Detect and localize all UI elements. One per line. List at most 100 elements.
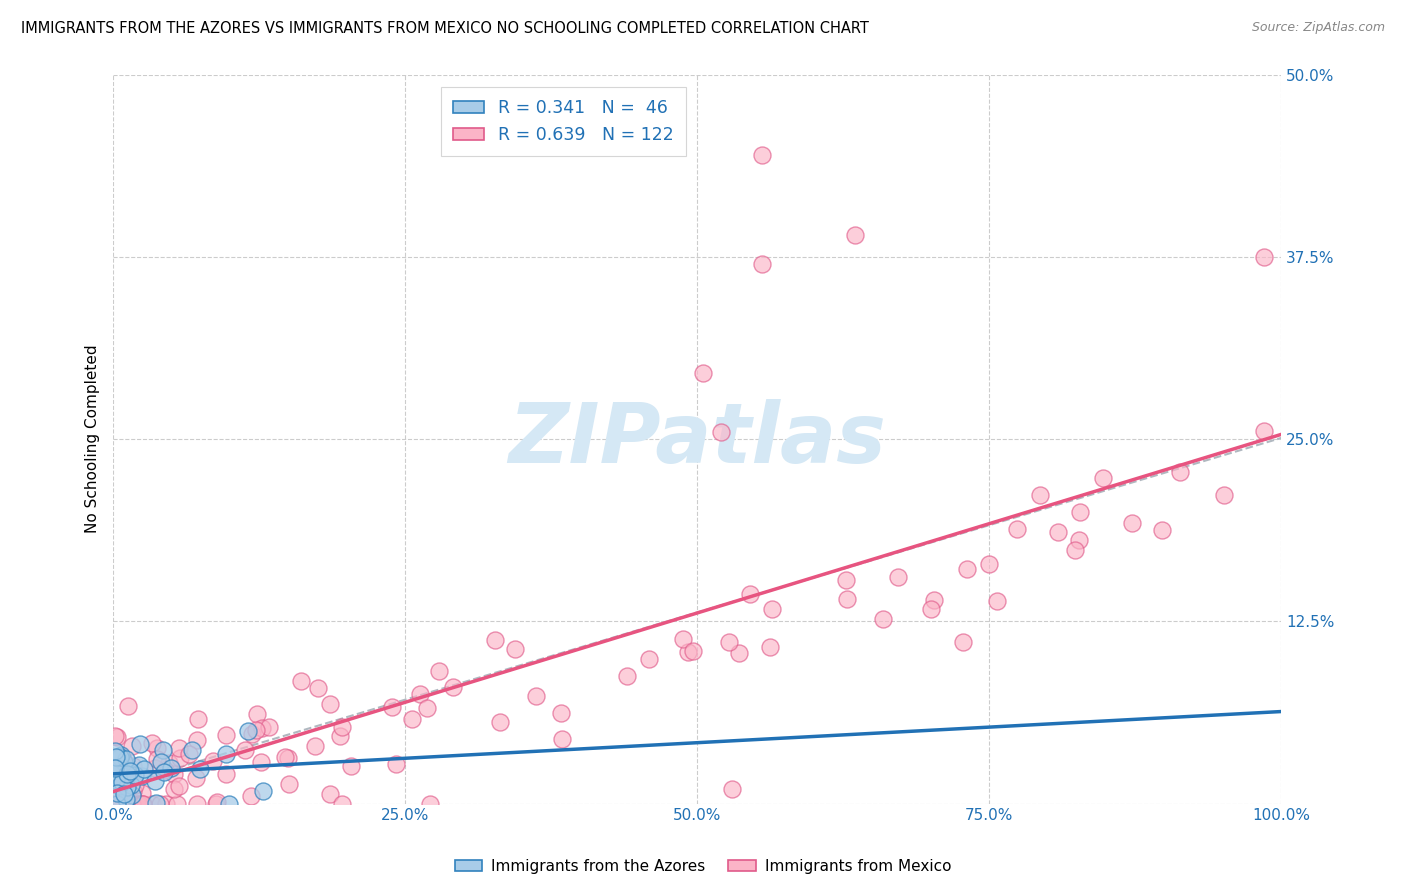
Point [167,779,190,793]
Point [245,723,267,737]
Point [956,562,979,576]
Point [121,739,143,753]
Point [259,720,281,734]
Point [105,786,128,800]
Point [1007,522,1029,536]
Point [503,641,526,656]
Point [239,789,262,803]
Text: Source: ZipAtlas.com: Source: ZipAtlas.com [1251,21,1385,34]
Point [149,797,172,811]
Point [920,602,942,616]
Point [236,723,259,738]
Point [1069,533,1091,548]
Point [979,557,1001,571]
Point [682,644,704,658]
Point [107,730,129,744]
Point [104,761,127,775]
Point [121,789,143,803]
Point [131,797,153,811]
Point [1092,471,1115,485]
Point [166,797,188,811]
Legend: R = 0.341   N =  46, R = 0.639   N = 122: R = 0.341 N = 46, R = 0.639 N = 122 [440,87,686,156]
Point [751,147,773,161]
Point [727,646,749,660]
Point [986,594,1008,608]
Point [330,720,353,734]
Point [149,756,172,770]
Point [872,612,894,626]
Point [132,762,155,776]
Point [145,797,167,811]
Point [187,713,209,727]
Point [122,797,145,811]
Point [215,728,238,742]
Point [117,797,139,811]
Point [153,763,176,777]
Point [751,257,773,271]
Point [332,797,354,811]
Point [124,768,146,782]
Point [416,701,439,715]
Legend: Immigrants from the Azores, Immigrants from Mexico: Immigrants from the Azores, Immigrants f… [449,853,957,880]
Point [205,797,228,811]
Point [329,730,352,744]
Point [429,664,451,678]
Point [304,739,326,753]
Point [401,712,423,726]
Point [307,681,329,695]
Point [104,764,127,779]
Point [157,756,180,770]
Point [1152,524,1174,538]
Point [146,740,169,755]
Point [105,797,128,811]
Point [115,780,138,795]
Point [761,602,783,616]
Point [155,797,177,811]
Point [131,769,153,783]
Point [112,756,135,770]
Point [717,635,740,649]
Point [121,797,143,811]
Point [104,772,127,787]
Point [384,757,406,772]
Point [145,751,167,765]
Point [105,749,128,764]
Point [179,747,201,762]
Point [186,733,208,747]
Point [167,740,190,755]
Y-axis label: No Schooling Completed: No Schooling Completed [86,344,100,533]
Point [318,698,340,712]
Point [108,749,131,764]
Point [952,634,974,648]
Point [169,751,191,765]
Point [484,633,506,648]
Point [1168,465,1191,479]
Point [104,729,127,743]
Point [110,748,132,763]
Point [676,645,699,659]
Point [1063,543,1085,558]
Point [120,764,142,778]
Point [250,721,273,735]
Point [104,769,127,783]
Point [105,773,128,788]
Point [131,797,153,811]
Point [105,761,128,775]
Point [922,593,945,607]
Point [107,750,129,764]
Point [132,797,155,811]
Point [107,779,129,793]
Point [111,774,134,789]
Point [112,787,135,801]
Point [278,777,301,791]
Point [128,758,150,772]
Point [122,759,145,773]
Point [290,673,312,688]
Point [835,573,858,587]
Point [550,706,572,721]
Point [115,763,138,777]
Point [886,570,908,584]
Point [738,587,761,601]
Point [340,759,363,773]
Point [249,755,271,769]
